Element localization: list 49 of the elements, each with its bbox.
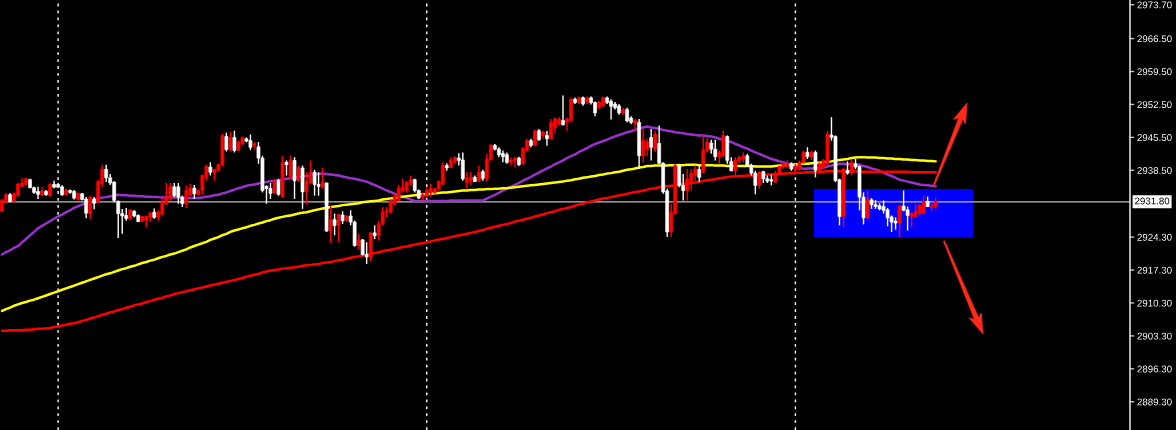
candlestick [316, 171, 321, 197]
candlestick [677, 163, 682, 188]
candlestick [865, 189, 870, 220]
candlestick [464, 171, 469, 190]
candlestick [288, 155, 293, 180]
candlestick [300, 164, 305, 210]
candlestick [460, 151, 465, 182]
y-tick-label: 2903.30 [1137, 332, 1172, 340]
candlestick [609, 98, 613, 121]
candlestick [304, 171, 309, 206]
candlestick [336, 212, 341, 243]
candlestick [561, 94, 565, 127]
candlestick [312, 169, 317, 197]
candlestick [232, 130, 237, 154]
candlestick [292, 156, 297, 200]
candlestick [468, 171, 473, 187]
candlestick [332, 212, 337, 236]
candlestick [633, 118, 637, 132]
y-tick-label: 2959.50 [1137, 68, 1172, 76]
candlestick [184, 184, 189, 209]
candlestick [813, 149, 818, 179]
candlestick [921, 195, 926, 216]
y-tick-label: 2945.50 [1137, 134, 1172, 141]
candlestick [116, 199, 121, 239]
y-tick-label: 2952.50 [1137, 101, 1172, 109]
candlestick [176, 182, 181, 205]
candlestick [649, 128, 654, 162]
y-tick-label: 2889.30 [1137, 398, 1172, 406]
y-tick-label: 2910.30 [1137, 299, 1172, 307]
candlestick [549, 118, 553, 141]
candlestick [653, 130, 658, 153]
candlestick [36, 186, 40, 200]
candlestick [228, 131, 233, 152]
ref-line-label: 2931.80 [1135, 197, 1170, 205]
y-tick-label: 2896.30 [1137, 365, 1172, 373]
y-tick-label: 2973.70 [1137, 1, 1172, 9]
candlestick [364, 241, 369, 265]
y-tick-label: 2917.30 [1137, 266, 1172, 274]
candlestick [713, 139, 718, 162]
y-tick-label: 2938.50 [1137, 167, 1172, 174]
candlestick [224, 131, 229, 153]
candlestick [320, 166, 325, 190]
candlestick [641, 128, 645, 164]
candlestick [545, 130, 549, 147]
candlestick [905, 205, 910, 232]
y-tick-label: 2966.50 [1137, 35, 1172, 43]
candlestick [328, 204, 333, 244]
candlestick [897, 203, 902, 239]
y-tick-label: 2924.30 [1137, 233, 1172, 241]
